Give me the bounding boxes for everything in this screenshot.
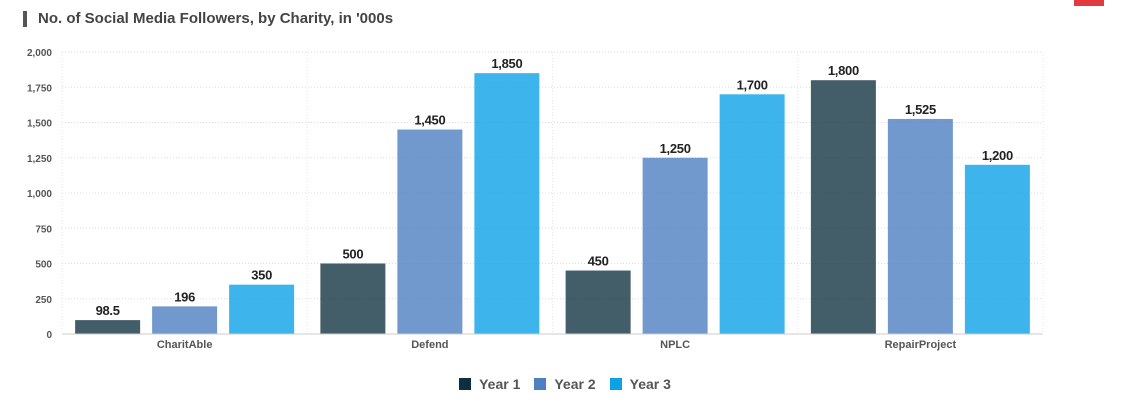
- legend-label: Year 3: [629, 376, 671, 392]
- title-accent-bar: [23, 11, 27, 27]
- bar: [810, 80, 876, 334]
- y-tick-label: 2,000: [27, 48, 52, 59]
- bar: [642, 157, 708, 334]
- y-tick-label: 750: [35, 224, 52, 235]
- data-label: 1,200: [982, 148, 1013, 163]
- legend-label: Year 1: [479, 376, 521, 392]
- bar-chart: 0 250 500 750 1,000 1,250 1,500 1,750 2,000 98.5 1…: [27, 48, 1044, 351]
- data-label: 450: [588, 254, 609, 269]
- x-tick-label: RepairProject: [885, 339, 957, 351]
- y-tick-label: 1,250: [27, 154, 52, 165]
- legend-swatch: [609, 378, 622, 390]
- x-tick-label: Defend: [411, 339, 448, 351]
- data-label: 1,800: [828, 63, 859, 78]
- data-label: 1,250: [660, 141, 691, 156]
- legend-label: Year 2: [554, 376, 596, 392]
- data-label: 1,450: [414, 113, 445, 128]
- data-label: 1,525: [905, 102, 936, 117]
- legend-item[interactable]: Year 3: [609, 376, 671, 392]
- bar: [887, 118, 953, 334]
- chart-title: No. of Social Media Followers, by Charit…: [38, 10, 394, 27]
- y-tick-label: 1,500: [27, 119, 52, 130]
- y-tick-label: 0: [46, 330, 52, 341]
- y-tick-label: 500: [35, 260, 52, 271]
- corner-accent-mark: [1074, 0, 1104, 6]
- bar: [229, 284, 295, 334]
- data-label: 1,700: [737, 77, 768, 92]
- data-label: 196: [174, 289, 195, 304]
- bar: [320, 263, 386, 334]
- y-tick-label: 1,750: [27, 83, 52, 94]
- y-tick-label: 250: [35, 295, 52, 306]
- data-label: 500: [342, 247, 363, 262]
- data-label: 98.5: [96, 303, 120, 318]
- legend-swatch: [534, 378, 547, 390]
- y-tick-label: 1,000: [27, 189, 52, 200]
- chart-legend: Year 1 Year 2 Year 3: [0, 376, 1130, 393]
- bar: [964, 164, 1030, 334]
- bar: [565, 270, 631, 334]
- x-tick-label: NPLC: [660, 339, 690, 351]
- legend-item[interactable]: Year 1: [459, 376, 520, 392]
- bar: [474, 73, 540, 335]
- bar: [719, 94, 785, 334]
- data-label: 1,850: [491, 56, 522, 71]
- legend-swatch: [459, 378, 472, 390]
- bar: [75, 320, 141, 334]
- data-label: 350: [251, 268, 272, 283]
- legend-item[interactable]: Year 2: [534, 376, 596, 392]
- bar: [152, 306, 218, 334]
- bar: [397, 129, 463, 334]
- x-tick-label: CharitAble: [157, 339, 213, 351]
